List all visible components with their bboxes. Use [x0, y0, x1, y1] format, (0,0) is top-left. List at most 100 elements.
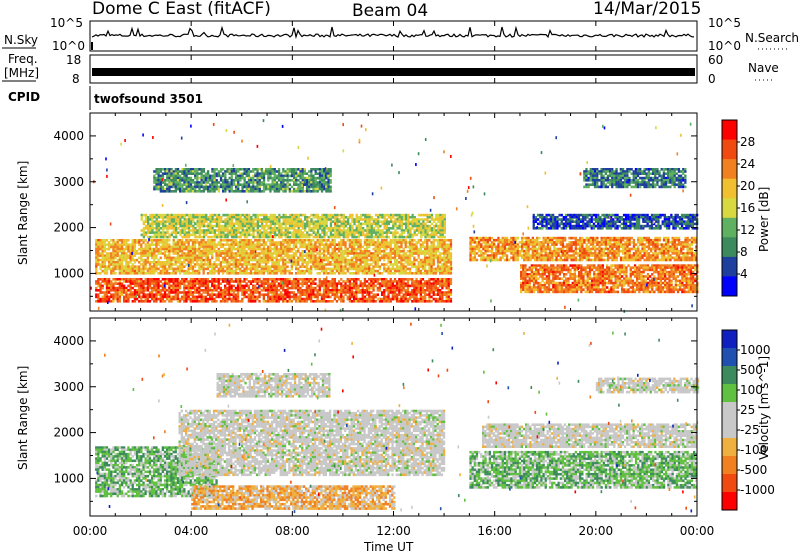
data-cell: [133, 269, 137, 273]
data-cell: [282, 269, 285, 273]
data-cell: [306, 218, 309, 221]
data-cell: [402, 297, 405, 301]
data-cell: [385, 222, 388, 226]
data-cell: [322, 239, 326, 242]
data-cell: [310, 295, 313, 299]
data-cell: [381, 216, 384, 219]
data-cell: [267, 227, 270, 230]
data-cell: [295, 231, 298, 234]
data-cell: [263, 218, 266, 221]
data-cell: [207, 224, 210, 228]
data-cell: [288, 286, 291, 290]
data-cell: [217, 256, 220, 260]
nsky-label: N.Sky: [4, 33, 38, 47]
data-cell: [342, 227, 345, 230]
data-cell: [348, 291, 351, 294]
data-cell: [153, 263, 156, 266]
data-cell: [361, 245, 364, 249]
data-cell: [282, 289, 285, 292]
data-cell: [116, 252, 119, 255]
data-cell: [417, 280, 420, 283]
data-cell: [258, 284, 261, 288]
data-cell: [426, 247, 429, 251]
data-cell: [232, 258, 235, 262]
data-cell: [252, 263, 255, 266]
data-cell: [131, 254, 134, 257]
data-cell: [198, 241, 201, 244]
data-cell: [239, 263, 242, 266]
data-cell: [415, 233, 419, 237]
data-cell: [340, 300, 343, 303]
data-cell: [307, 293, 311, 296]
data-cell: [445, 265, 448, 268]
data-cell: [398, 278, 401, 281]
data-cell: [97, 243, 100, 246]
data-cell: [441, 293, 444, 296]
data-cell: [385, 297, 388, 301]
data-cell: [378, 256, 382, 260]
data-cell: [129, 272, 132, 275]
data-cell: [190, 218, 193, 221]
data-cell: [191, 243, 195, 246]
data-cell: [336, 233, 339, 237]
data-cell: [378, 282, 382, 285]
data-cell: [170, 300, 173, 303]
data-cell: [125, 265, 128, 268]
data-cell: [224, 269, 227, 273]
data-cell: [321, 216, 324, 219]
data-cell: [370, 291, 373, 294]
data-cell: [196, 291, 199, 294]
data-cell: [114, 272, 117, 275]
data-cell: [103, 261, 106, 264]
data-cell: [175, 235, 178, 239]
data-cell: [133, 258, 137, 262]
data-cell: [381, 263, 384, 266]
data-cell: [138, 284, 141, 288]
data-cell: [292, 282, 296, 285]
data-cell: [206, 300, 210, 303]
data-cell: [127, 256, 130, 260]
data-cell: [435, 216, 438, 219]
data-cell: [282, 286, 285, 290]
data-cell: [217, 243, 220, 246]
data-cell: [411, 252, 414, 255]
data-cell: [148, 243, 152, 246]
data-cell: [181, 239, 184, 242]
data-cell: [144, 233, 148, 237]
data-cell: [275, 297, 278, 301]
data-cell: [348, 284, 351, 288]
data-cell: [432, 289, 435, 292]
data-cell: [189, 300, 192, 303]
data-cell: [101, 300, 104, 303]
data-cell: [127, 263, 130, 266]
data-cell: [256, 235, 259, 239]
data-cell: [99, 300, 102, 303]
data-cell: [344, 216, 348, 219]
data-cell: [151, 235, 154, 239]
data-cell: [262, 267, 265, 271]
data-cell: [258, 231, 262, 234]
data-cell: [441, 222, 444, 226]
data-cell: [279, 252, 283, 255]
data-cell: [383, 289, 386, 292]
data-cell: [153, 239, 156, 242]
data-cell: [236, 286, 240, 290]
data-cell: [362, 233, 365, 237]
data-cell: [276, 218, 279, 221]
data-cell: [377, 224, 380, 228]
data-cell: [97, 263, 100, 266]
data-cell: [320, 282, 324, 285]
data-cell: [211, 284, 214, 288]
data-cell: [101, 241, 104, 244]
data-cell: [408, 295, 412, 299]
data-cell: [108, 258, 111, 262]
data-cell: [161, 300, 164, 303]
data-cell: [252, 245, 255, 249]
data-cell: [405, 220, 408, 223]
data-cell: [310, 241, 313, 244]
data-cell: [396, 241, 399, 244]
data-cell: [256, 258, 259, 262]
data-cell: [342, 280, 345, 283]
data-cell: [206, 289, 210, 292]
data-cell: [344, 231, 348, 234]
